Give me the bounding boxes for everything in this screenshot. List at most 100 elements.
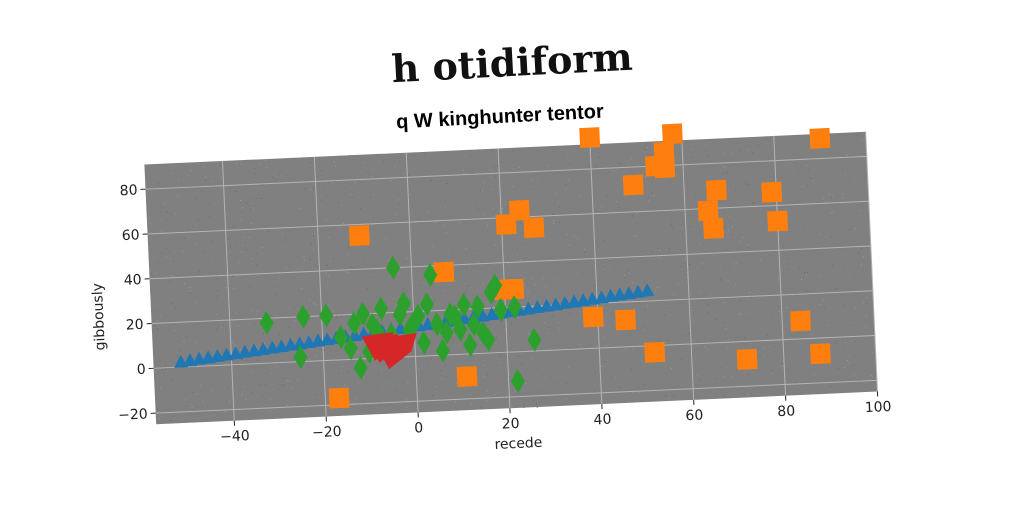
noise-dot: [213, 402, 214, 403]
noise-dot: [379, 405, 380, 406]
noise-dot: [788, 269, 789, 270]
noise-dot: [795, 382, 796, 383]
noise-dot: [213, 253, 214, 254]
noise-dot: [166, 256, 167, 257]
x-axis-label: recede: [494, 435, 543, 453]
noise-dot: [211, 181, 212, 182]
noise-dot: [298, 380, 299, 381]
noise-dot: [217, 314, 218, 315]
noise-dot: [245, 398, 246, 399]
noise-dot: [727, 172, 728, 173]
noise-dot: [350, 194, 351, 195]
noise-dot: [229, 285, 230, 286]
noise-dot: [310, 162, 311, 163]
y-tick-label: 80: [119, 183, 138, 200]
noise-dot: [445, 365, 446, 366]
noise-dot: [759, 355, 760, 356]
noise-dot: [170, 258, 171, 259]
noise-dot: [577, 145, 578, 146]
noise-dot: [591, 156, 592, 157]
noise-dot: [391, 181, 392, 182]
noise-dot: [831, 237, 832, 238]
noise-dot: [851, 247, 852, 248]
noise-dot: [253, 207, 254, 208]
noise-dot: [387, 376, 388, 377]
noise-dot: [844, 305, 845, 306]
noise-dot: [810, 178, 811, 179]
noise-dot: [707, 304, 708, 305]
noise-dot: [430, 358, 431, 359]
noise-dot: [773, 251, 774, 252]
noise-dot: [456, 383, 457, 384]
noise-dot: [647, 305, 648, 306]
noise-dot: [729, 268, 730, 269]
noise-dot: [795, 162, 796, 163]
noise-dot: [253, 161, 254, 162]
noise-dot: [373, 194, 374, 195]
noise-dot: [321, 349, 322, 350]
noise-dot: [221, 178, 222, 179]
noise-dot: [171, 420, 172, 421]
noise-dot: [723, 376, 724, 377]
noise-dot: [865, 326, 866, 327]
noise-dot: [676, 174, 677, 175]
noise-dot: [727, 347, 728, 348]
noise-dot: [862, 140, 863, 141]
noise-dot: [363, 258, 364, 259]
x-tick-label: −40: [220, 428, 250, 445]
noise-dot: [254, 323, 255, 324]
noise-dot: [274, 159, 275, 160]
noise-dot: [559, 222, 560, 223]
noise-dot: [217, 290, 218, 291]
noise-dot: [148, 246, 149, 247]
noise-dot: [189, 292, 190, 293]
noise-dot: [314, 303, 315, 304]
noise-dot: [708, 155, 709, 156]
noise-dot: [617, 178, 618, 179]
square-point: [579, 127, 600, 148]
noise-dot: [681, 268, 682, 269]
noise-dot: [436, 386, 437, 387]
noise-dot: [427, 200, 428, 201]
noise-dot: [518, 355, 519, 356]
noise-dot: [435, 300, 436, 301]
noise-dot: [589, 167, 590, 168]
noise-dot: [695, 357, 696, 358]
noise-dot: [853, 277, 854, 278]
noise-dot: [558, 322, 559, 323]
noise-dot: [338, 305, 339, 306]
noise-dot: [826, 201, 827, 202]
noise-dot: [258, 359, 259, 360]
noise-dot: [393, 298, 394, 299]
noise-dot: [373, 277, 374, 278]
noise-dot: [342, 366, 343, 367]
noise-dot: [406, 292, 407, 293]
noise-dot: [525, 277, 526, 278]
noise-dot: [830, 134, 831, 135]
noise-dot: [166, 248, 167, 249]
noise-dot: [554, 273, 555, 274]
noise-dot: [747, 245, 748, 246]
noise-dot: [483, 365, 484, 366]
noise-dot: [166, 211, 167, 212]
noise-dot: [172, 416, 173, 417]
noise-dot: [161, 231, 162, 232]
noise-dot: [252, 310, 253, 311]
noise-dot: [370, 217, 371, 218]
noise-dot: [689, 264, 690, 265]
noise-dot: [254, 168, 255, 169]
noise-dot: [446, 376, 447, 377]
noise-dot: [797, 173, 798, 174]
noise-dot: [353, 197, 354, 198]
noise-dot: [860, 210, 861, 211]
y-tick-label: 40: [123, 272, 142, 289]
noise-dot: [523, 404, 524, 405]
noise-dot: [154, 325, 155, 326]
noise-dot: [178, 329, 179, 330]
noise-dot: [521, 260, 522, 261]
noise-dot: [693, 320, 694, 321]
noise-dot: [680, 267, 681, 268]
noise-dot: [518, 318, 519, 319]
noise-dot: [508, 263, 509, 264]
noise-dot: [657, 248, 658, 249]
